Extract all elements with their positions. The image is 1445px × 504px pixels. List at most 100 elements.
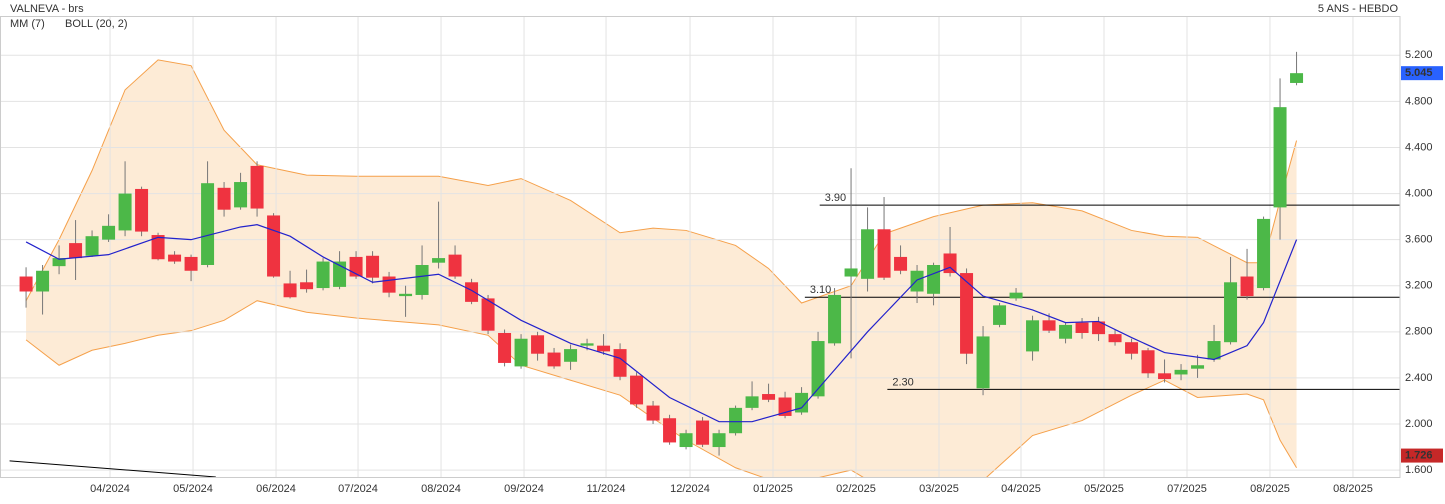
- y-tick-label: 4.800: [1405, 95, 1433, 107]
- candle-body: [250, 165, 264, 209]
- level-label: 3.90: [825, 192, 846, 204]
- price-tag: [1401, 66, 1443, 81]
- candle-body: [910, 270, 924, 292]
- main-layer: 3.90 3.10 2.30: [9, 51, 1400, 477]
- candle-body: [745, 396, 759, 408]
- x-tick-label: 01/2025: [753, 483, 793, 495]
- candle-body: [877, 229, 891, 278]
- price-tag-label: 1.726: [1405, 449, 1433, 461]
- candle-body: [234, 182, 248, 208]
- candle-body: [960, 273, 974, 354]
- y-tick-label: 4.400: [1405, 141, 1433, 153]
- candle-body: [712, 433, 726, 448]
- candle-body: [1026, 320, 1040, 352]
- chart-title: VALNEVA - brs: [10, 3, 84, 15]
- x-tick-label: 08/2024: [421, 483, 461, 495]
- candle-body: [217, 187, 231, 210]
- candle-body: [613, 349, 627, 377]
- price-tag-label: 5.045: [1405, 67, 1433, 79]
- candle-body: [976, 336, 990, 389]
- candle-body: [828, 294, 842, 344]
- candle-body: [1273, 107, 1287, 208]
- candle-body: [201, 183, 215, 265]
- candle-body: [448, 254, 462, 277]
- candle-body: [102, 225, 116, 240]
- candle-body: [1290, 73, 1304, 83]
- x-tick-label: 04/2025: [1001, 483, 1041, 495]
- candle-body: [696, 420, 710, 445]
- candle-body: [465, 282, 479, 302]
- moving-average: [25, 224, 1298, 423]
- candle-body: [498, 332, 512, 363]
- candle-body: [69, 243, 83, 259]
- candle-body: [1224, 282, 1238, 343]
- candle-body: [597, 345, 611, 352]
- candle-body: [1059, 324, 1073, 339]
- candle-body: [531, 335, 545, 354]
- candle-body: [1108, 334, 1122, 343]
- x-tick-label: 12/2024: [670, 483, 710, 495]
- candle-body: [943, 253, 957, 274]
- candle-body: [1075, 322, 1089, 333]
- trendline: [9, 460, 216, 477]
- candle-body: [1092, 321, 1106, 335]
- candle-body: [85, 236, 99, 256]
- x-tick-label: 02/2025: [836, 483, 876, 495]
- plot-frame: [0, 16, 1401, 478]
- y-tick-label: 3.200: [1405, 280, 1433, 292]
- candle-body: [1240, 276, 1254, 297]
- y-tick-label: 2.800: [1405, 326, 1433, 338]
- candle-body: [283, 283, 297, 298]
- candle-body: [1009, 292, 1023, 299]
- x-tick-label: 03/2025: [919, 483, 959, 495]
- candle-body: [679, 433, 693, 448]
- candle-body: [1257, 218, 1271, 289]
- axis-layer: 1.600 2.000 2.400 2.800 3.200 3.600 4.000 4.400…: [0, 16, 1443, 495]
- x-tick-label: 07/2025: [1167, 483, 1207, 495]
- candle-body: [432, 258, 446, 263]
- y-tick-label: 2.000: [1405, 418, 1433, 430]
- candle-body: [1174, 369, 1188, 375]
- candle-body: [1191, 365, 1205, 369]
- candle-body: [267, 215, 281, 277]
- candle-body: [19, 276, 33, 292]
- candle-body: [514, 338, 528, 367]
- candle-body: [547, 352, 561, 367]
- legend-entry: MM (7): [10, 18, 45, 30]
- candle-body: [36, 270, 50, 292]
- y-tick-label: 2.400: [1405, 372, 1433, 384]
- candle-body: [1158, 373, 1172, 380]
- level-label: 3.10: [810, 284, 831, 296]
- x-tick-label: 05/2025: [1084, 483, 1124, 495]
- candle-body: [1042, 320, 1056, 331]
- candle-body: [993, 305, 1007, 325]
- candle-body: [52, 258, 66, 267]
- level-label: 2.30: [892, 376, 913, 388]
- candle-body: [729, 407, 743, 434]
- candle-body: [564, 349, 578, 362]
- candle-body: [184, 256, 198, 271]
- candle-body: [118, 193, 132, 231]
- candle-body: [151, 235, 165, 260]
- candle-body: [663, 418, 677, 443]
- candle-body: [844, 268, 858, 277]
- candle-body: [861, 229, 875, 279]
- candle-body: [646, 405, 660, 421]
- x-tick-label: 07/2024: [338, 483, 378, 495]
- candle-body: [300, 282, 314, 290]
- candle-body: [630, 375, 644, 405]
- candle-body: [415, 265, 429, 295]
- candle-body: [927, 265, 941, 294]
- y-tick-label: 4.000: [1405, 187, 1433, 199]
- x-tick-label: 11/2024: [587, 483, 626, 495]
- candle-body: [1207, 341, 1221, 360]
- x-tick-label: 05/2024: [173, 483, 213, 495]
- candle-body: [366, 255, 380, 278]
- legend-entry: BOLL (20, 2): [65, 18, 128, 30]
- candle-body: [316, 261, 330, 289]
- x-tick-label: 06/2024: [256, 483, 296, 495]
- candle-body: [1141, 350, 1155, 374]
- y-tick-label: 1.600: [1405, 464, 1433, 476]
- x-tick-label: 08/2025: [1333, 483, 1373, 495]
- x-tick-label: 09/2024: [504, 483, 544, 495]
